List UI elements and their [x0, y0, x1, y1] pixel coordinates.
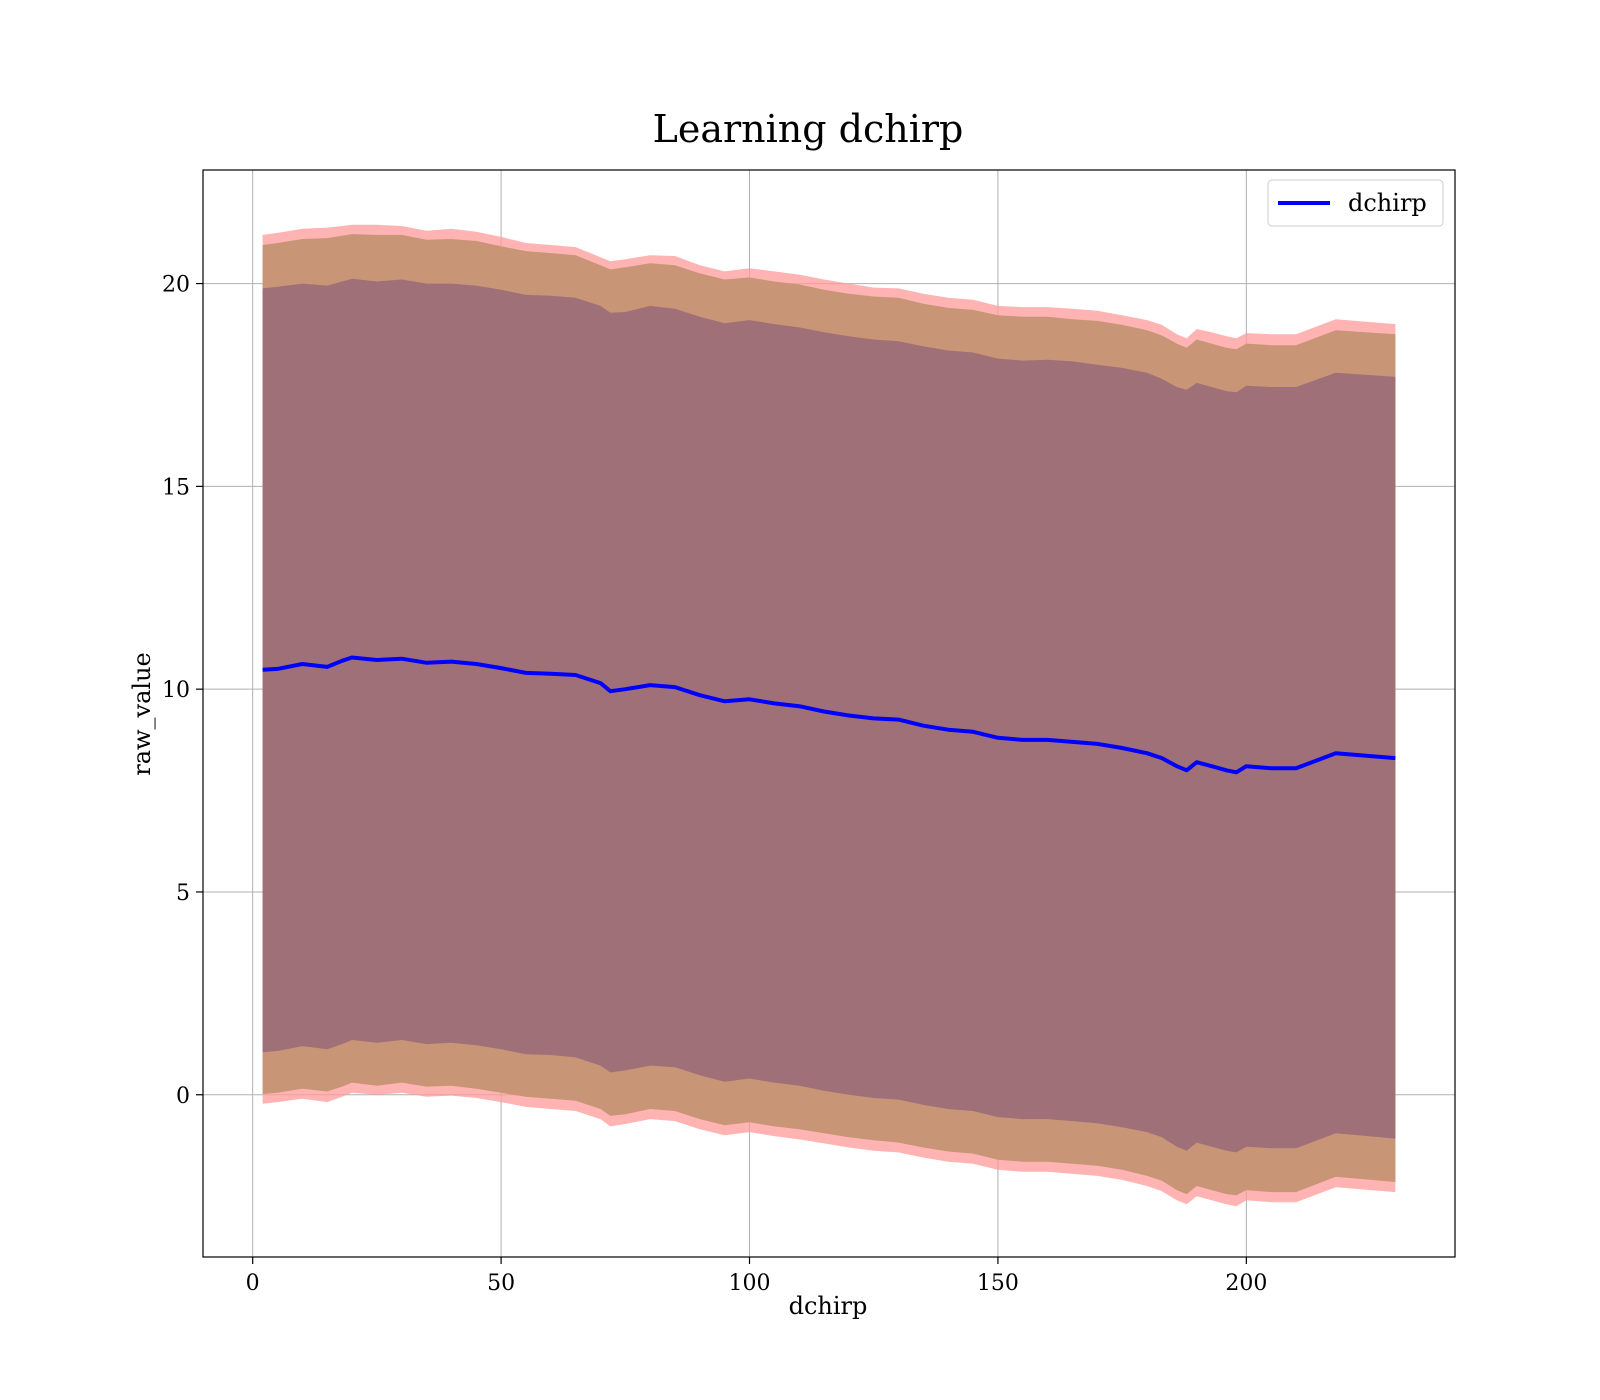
x-axis-label: dchirp [789, 1292, 868, 1320]
confidence-bands [262, 224, 1396, 1207]
legend: dchirp [1267, 179, 1444, 227]
y-tick-label-5: 5 [176, 881, 190, 906]
x-tick-label-100: 100 [729, 1271, 771, 1296]
band-3 [262, 278, 1396, 1153]
y-axis-ticks: 0 5 10 15 20 [162, 273, 203, 1109]
x-tick-label-200: 200 [1225, 1271, 1267, 1296]
y-tick-label-0: 0 [176, 1084, 190, 1109]
y-tick-label-20: 20 [162, 273, 190, 298]
chart-title: Learning dchirp [653, 107, 964, 151]
x-tick-label-0: 0 [246, 1271, 260, 1296]
series-line-dchirp [262, 655, 1396, 775]
y-tick-label-15: 15 [162, 475, 190, 500]
legend-box [1267, 179, 1444, 227]
legend-label-dchirp: dchirp [1348, 189, 1427, 217]
plot-frame [202, 169, 1456, 1258]
y-axis-label: raw_value [128, 652, 156, 776]
series-lines [262, 655, 1396, 775]
x-axis-ticks: 0 50 100 150 200 [246, 1257, 1267, 1296]
x-tick-label-50: 50 [487, 1271, 515, 1296]
y-tick-label-10: 10 [162, 678, 190, 703]
x-tick-label-150: 150 [977, 1271, 1019, 1296]
